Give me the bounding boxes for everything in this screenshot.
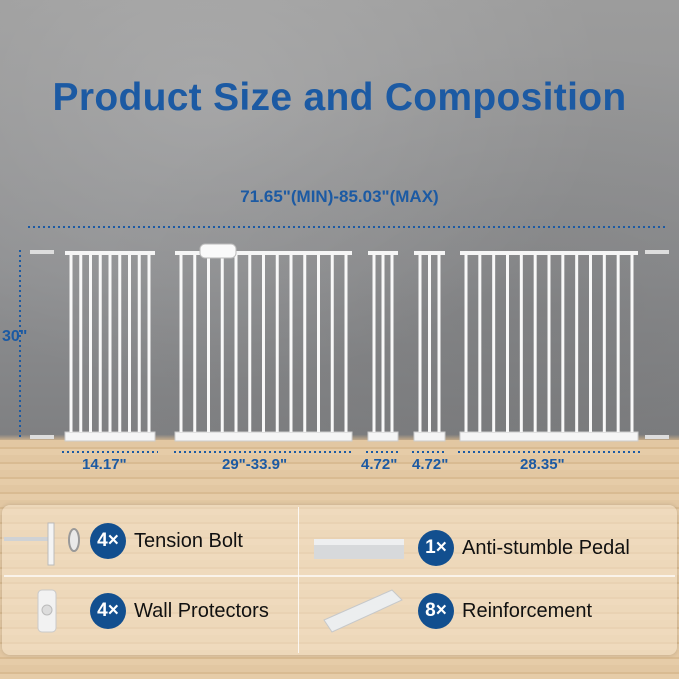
section-width-1: 14.17"	[82, 456, 127, 473]
section-width-4: 4.72"	[412, 456, 449, 473]
count-badge: 4×	[90, 523, 126, 559]
wall-protector-icon	[37, 589, 57, 633]
gate-latch	[199, 243, 237, 259]
tension-bolt	[645, 250, 669, 254]
divider	[4, 575, 675, 577]
divider	[298, 507, 299, 653]
section-width-5: 28.35"	[520, 456, 565, 473]
accessory-label: Anti-stumble Pedal	[462, 536, 630, 559]
count-badge: 8×	[418, 593, 454, 629]
section-width-3: 4.72"	[361, 456, 398, 473]
section-width-2: 29"-33.9"	[222, 456, 288, 473]
wall-background	[0, 0, 679, 440]
gate-top-rail	[65, 251, 155, 255]
accessory-label: Wall Protectors	[134, 599, 269, 622]
baby-gate-illustration	[19, 226, 669, 453]
tension-bolt	[30, 250, 54, 254]
page-title: Product Size and Composition	[52, 76, 627, 119]
accessory-wall-protectors: 4× Wall Protectors	[90, 593, 269, 629]
gate-bottom-rail	[367, 431, 399, 442]
count-badge: 1×	[418, 530, 454, 566]
accessory-reinforcement: 8× Reinforcement	[418, 593, 592, 629]
gate-top-rail	[414, 251, 445, 255]
tension-bolt-icon	[4, 522, 80, 566]
height-label: 30"	[2, 328, 28, 345]
gate-top-rail	[175, 251, 352, 255]
count-badge: 4×	[90, 593, 126, 629]
accessory-tension-bolt: 4× Tension Bolt	[90, 523, 243, 559]
accessory-pedal: 1× Anti-stumble Pedal	[418, 530, 630, 566]
accessory-label: Reinforcement	[462, 599, 593, 622]
total-width-label: 71.65"(MIN)-85.03"(MAX)	[240, 187, 439, 206]
accessory-label: Tension Bolt	[134, 529, 243, 552]
gate-bottom-rail	[64, 431, 156, 442]
gate-bottom-rail	[413, 431, 446, 442]
gate-bottom-rail	[174, 431, 353, 442]
gate-top-rail	[460, 251, 638, 255]
reinforcement-icon	[323, 589, 403, 633]
pedal-icon	[314, 539, 404, 559]
tension-bolt	[30, 435, 54, 439]
gate-top-rail	[368, 251, 398, 255]
tension-bolt	[645, 435, 669, 439]
gate-bottom-rail	[459, 431, 639, 442]
